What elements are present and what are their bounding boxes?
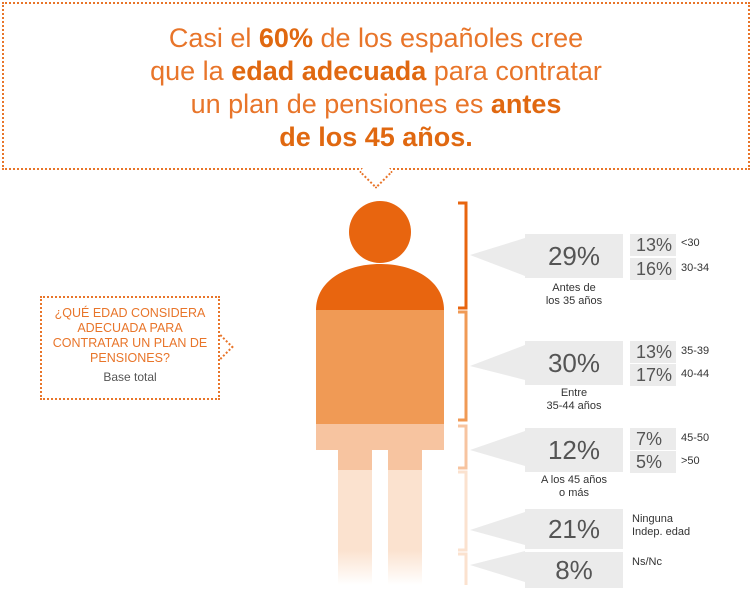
sub-label-3b: >50 — [681, 455, 700, 467]
figure-shoulders — [316, 264, 444, 310]
value-box-4: 21% — [525, 509, 623, 549]
sub-value-1b: 16% — [630, 258, 676, 280]
sub-label-2b: 40-44 — [681, 368, 710, 380]
pointer-3 — [470, 431, 525, 466]
bracket-3 — [458, 424, 468, 470]
pointer-1 — [470, 238, 525, 276]
figure-leg-left-fade — [338, 550, 372, 585]
sub-value-2b: 17% — [630, 364, 676, 386]
figure-leg-right-lower — [388, 470, 422, 550]
figure-leg-left-upper — [338, 450, 372, 470]
label-4: Ninguna Indep. edad — [632, 513, 691, 538]
caption-3: A los 45 años o más — [540, 474, 608, 499]
pointer-5 — [470, 551, 525, 582]
bracket-5 — [458, 552, 468, 585]
figure-leg-right-fade — [388, 550, 422, 585]
sub-value-3a: 7% — [630, 428, 676, 450]
sub-value-3b: 5% — [630, 451, 676, 473]
figure-torso — [316, 310, 444, 424]
figure-leg-right-upper — [388, 450, 422, 470]
sub-label-2a: 35-39 — [681, 345, 710, 357]
figure-leg-left-lower — [338, 470, 372, 550]
bracket-2 — [458, 310, 468, 422]
bracket-1 — [458, 201, 468, 310]
figure-head — [349, 201, 411, 263]
value-box-2: 30% — [525, 341, 623, 385]
caption-1: Antes de los 35 años — [545, 282, 603, 307]
value-box-1: 29% — [525, 234, 623, 278]
figure-hips — [316, 424, 444, 450]
question-callout: ¿QUÉ EDAD CONSIDERA ADECUADA PARA CONTRA… — [40, 296, 220, 400]
label-5: Ns/Nc — [632, 556, 662, 568]
sub-value-1a: 13% — [630, 234, 676, 256]
sub-label-3a: 45-50 — [681, 432, 710, 444]
headline: Casi el 60% de los españoles cree que la… — [150, 23, 602, 152]
question-text: ¿QUÉ EDAD CONSIDERA ADECUADA PARA CONTRA… — [52, 306, 208, 365]
bracket-4 — [458, 470, 468, 552]
sub-label-1b: 30-34 — [681, 262, 710, 274]
value-box-5: 8% — [525, 552, 623, 588]
base-label: Base total — [103, 370, 157, 384]
value-box-3: 12% — [525, 428, 623, 472]
pointer-2 — [470, 345, 525, 380]
pointer-4 — [470, 512, 525, 545]
sub-value-2a: 13% — [630, 341, 676, 363]
sub-label-1a: <30 — [681, 237, 700, 249]
caption-2: Entre 35-44 años — [546, 387, 602, 412]
